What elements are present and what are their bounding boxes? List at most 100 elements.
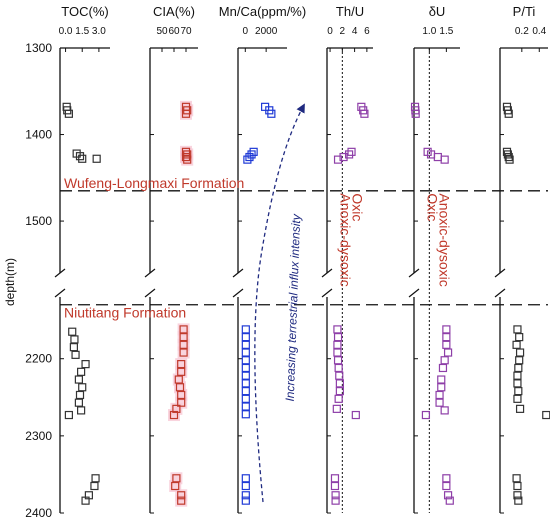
data-point-thu (334, 394, 343, 403)
data-point-cia (171, 481, 180, 491)
data-point-du (435, 398, 444, 407)
data-point-toc (75, 390, 85, 400)
y-tick-label: 2200 (25, 352, 52, 366)
data-point-cia (183, 150, 192, 159)
panel-title-thu: Th/U (336, 4, 364, 19)
data-point-pti (514, 363, 523, 373)
redox-label-du: Anoxic-dysoxic (436, 193, 452, 286)
data-point-thu (332, 404, 341, 413)
data-point-cia (179, 333, 188, 342)
redox-label-thu: Oxic (349, 193, 365, 221)
data-point-mnca (241, 496, 250, 505)
data-point-cia (175, 383, 185, 392)
data-point-du (445, 496, 454, 505)
axis-break-mark (144, 268, 156, 278)
y-tick-label: 1500 (25, 214, 52, 228)
data-point-du (443, 491, 453, 500)
panel-title-du: δU (429, 4, 446, 19)
data-point-thu (333, 333, 343, 342)
axis-break-mark (54, 268, 66, 278)
data-point-mnca (241, 356, 250, 365)
data-point-cia (181, 109, 191, 118)
panel-title-mnca: Mn/Ca(ppm/%) (219, 4, 306, 19)
x-tick-label-pti: 0.4 (532, 26, 546, 37)
data-point-pti (512, 474, 521, 483)
data-point-mnca (241, 325, 250, 334)
x-tick-label-toc: 3.0 (92, 26, 106, 37)
data-point-toc (77, 406, 86, 415)
data-point-pti (513, 371, 522, 380)
data-point-du (442, 481, 451, 491)
influx-arrow-label: Increasing terrestrial influx intensity (283, 213, 304, 402)
data-point-mnca (241, 379, 250, 388)
data-point-thu (339, 152, 348, 162)
data-point-thu (344, 150, 354, 159)
data-point-toc (78, 154, 87, 163)
data-point-mnca (241, 333, 250, 342)
data-point-thu (331, 491, 340, 500)
data-point-toc (68, 327, 77, 336)
data-point-mnca (241, 363, 250, 373)
data-point-pti (515, 356, 524, 365)
data-point-thu (333, 325, 342, 334)
data-point-highlight (175, 494, 188, 507)
y-tick-label: 2400 (25, 506, 52, 520)
data-point-thu (330, 474, 340, 483)
formation-label: Niutitang Formation (64, 305, 186, 321)
data-point-cia (177, 367, 186, 376)
data-point-mnca (241, 402, 250, 411)
data-point-toc (91, 474, 100, 483)
data-point-pti (513, 325, 522, 334)
axis-break-mark (232, 268, 244, 278)
data-point-thu (360, 109, 369, 118)
data-point-pti (515, 404, 525, 413)
x-tick-label-thu: 2 (340, 26, 346, 37)
data-point-du (442, 325, 451, 334)
data-point-cia (172, 474, 181, 483)
data-point-du (440, 406, 449, 415)
y-tick-label: 1400 (25, 128, 52, 142)
data-point-pti (505, 155, 514, 164)
data-point-cia (177, 491, 186, 500)
data-point-cia (179, 325, 188, 334)
data-point-pti (513, 379, 522, 388)
influx-arrow (254, 103, 305, 503)
data-point-thu (333, 356, 343, 365)
data-point-du (442, 474, 451, 483)
data-point-cia (179, 348, 188, 357)
axis-break-mark (494, 288, 506, 298)
data-point-pti (504, 152, 513, 162)
panel-title-toc: TOC(%) (61, 4, 108, 19)
y-tick-label: 2300 (25, 429, 52, 443)
data-point-mnca (241, 340, 250, 349)
axis-break-mark (494, 268, 506, 278)
data-point-cia (179, 340, 188, 349)
data-point-toc (70, 335, 79, 344)
x-tick-label-toc: 0.0 (59, 26, 73, 37)
data-point-thu (331, 496, 340, 505)
x-tick-label-toc: 1.5 (75, 26, 89, 37)
data-point-toc (71, 350, 80, 359)
data-point-thu (334, 363, 343, 373)
x-tick-label-cia: 70 (180, 26, 192, 37)
data-point-thu (335, 379, 344, 388)
data-point-pti (542, 410, 550, 420)
data-point-mnca (249, 147, 258, 156)
data-point-cia (177, 398, 186, 407)
redox-label-du: Oxic (424, 193, 440, 221)
data-point-toc (81, 496, 90, 505)
data-point-pti (515, 348, 525, 357)
data-point-cia (181, 147, 191, 156)
data-point-mnca (241, 410, 250, 419)
data-point-du (442, 333, 451, 342)
data-point-pti (513, 481, 522, 491)
x-tick-label-cia: 50 (156, 26, 168, 37)
data-point-pti (503, 150, 512, 159)
data-point-thu (335, 371, 344, 380)
data-point-du (421, 410, 431, 420)
data-point-pti (513, 491, 522, 500)
data-point-thu (335, 387, 344, 396)
data-point-du (435, 390, 444, 400)
data-point-thu (330, 481, 340, 491)
